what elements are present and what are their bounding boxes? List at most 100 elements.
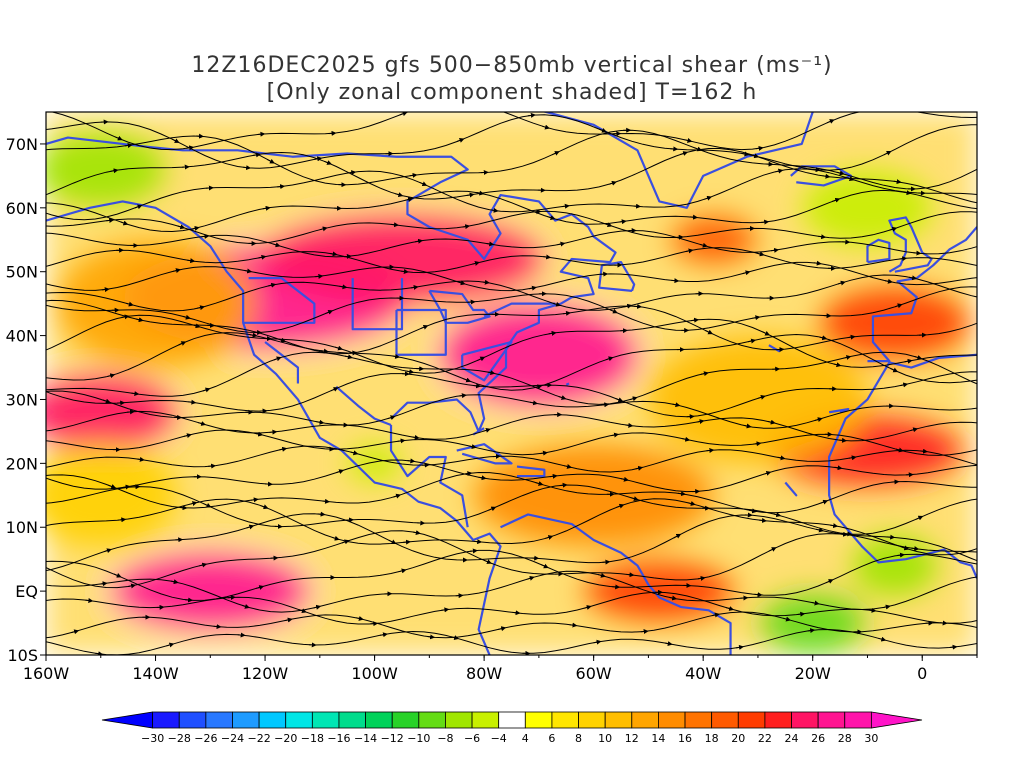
shear-blob-11 <box>648 335 868 464</box>
streamline-arrow <box>272 242 281 248</box>
streamline-arrow <box>469 548 478 554</box>
colorbar-label: −20 <box>274 732 297 745</box>
streamline-arrow <box>884 278 893 284</box>
colorbar-swatch <box>578 711 606 729</box>
colorbar-label: −22 <box>247 732 270 745</box>
streamline-arrow <box>629 396 638 402</box>
streamline-23 <box>46 247 977 274</box>
streamline-arrow <box>913 250 922 256</box>
streamline-arrow <box>177 224 186 230</box>
coastline-24 <box>461 340 513 382</box>
colorbar-arrow-left <box>101 711 154 729</box>
coastline-19 <box>335 385 392 427</box>
streamline-arrow <box>583 605 592 610</box>
streamline-6 <box>46 513 977 572</box>
streamline-arrow <box>335 345 343 351</box>
streamline-arrow <box>255 431 264 437</box>
streamline-arrow <box>329 251 338 257</box>
streamline-arrow <box>260 504 269 510</box>
streamline-arrow <box>279 446 288 452</box>
colorbar-swatch <box>817 711 846 729</box>
streamline-arrow <box>462 224 471 230</box>
streamline-arrow <box>749 508 758 514</box>
streamline-arrow <box>136 456 145 462</box>
streamline-arrow <box>706 447 715 453</box>
streamline-arrow <box>569 622 578 628</box>
y-tick-label: 70N <box>6 135 38 154</box>
streamline-arrow <box>392 353 401 359</box>
colorbar-label: 12 <box>625 732 639 745</box>
colorbar-label: 14 <box>651 732 665 745</box>
streamline-arrow <box>527 112 536 118</box>
streamline-arrow <box>919 448 928 454</box>
streamline-arrow <box>526 575 535 581</box>
shear-blob-9 <box>473 444 715 547</box>
streamline-arrow <box>741 151 750 157</box>
streamline-arrow <box>611 432 620 438</box>
coastline-17 <box>565 382 570 386</box>
streamline-arrow <box>618 219 627 225</box>
streamline-arrow <box>178 341 187 346</box>
coastline-20 <box>243 276 316 324</box>
streamline-arrow <box>547 215 556 221</box>
x-axis: 160W 140W 120W 100W 80W 60W 40W 20W 0 <box>23 655 978 683</box>
streamline-arrow <box>488 506 497 512</box>
streamline-arrow <box>530 400 539 406</box>
x-tick-label: 140W <box>132 664 179 683</box>
streamline-arrow <box>542 124 550 130</box>
colorbar-label: 18 <box>705 732 719 745</box>
colorbar-label: 4 <box>522 732 529 745</box>
streamline-arrow <box>107 373 116 379</box>
streamline-arrow <box>199 562 208 568</box>
colorbar-label: −16 <box>327 732 350 745</box>
streamline-arrow <box>320 348 329 354</box>
streamline-arrow <box>397 438 406 444</box>
colorbar-label: 22 <box>758 732 772 745</box>
y-tick-label: 60N <box>6 199 38 218</box>
coastline-2 <box>46 136 617 433</box>
streamline-arrow <box>202 387 211 393</box>
streamline-arrow <box>682 436 691 442</box>
streamline-arrow <box>106 217 115 223</box>
streamline-arrow <box>405 197 414 202</box>
coastline-11 <box>888 216 933 273</box>
streamline-arrow <box>833 362 842 368</box>
streamline-arrow <box>466 192 475 198</box>
colorbar-label: −28 <box>168 732 191 745</box>
colorbar-label: 20 <box>731 732 745 745</box>
streamline-arrow <box>677 491 686 497</box>
streamline-arrow <box>203 502 212 508</box>
streamline-arrow <box>552 301 561 307</box>
streamline-arrow <box>398 568 407 574</box>
streamline-arrow <box>878 636 887 642</box>
streamline-arrow <box>477 356 486 362</box>
streamline-11 <box>46 445 977 473</box>
streamline-arrow <box>696 419 705 425</box>
colorbar-swatch <box>205 711 233 729</box>
streamline-arrow <box>601 402 610 408</box>
colorbar-label: −24 <box>221 732 244 745</box>
streamline-arrow <box>458 393 467 399</box>
coastline-25 <box>483 302 556 318</box>
streamline-arrow <box>243 165 252 171</box>
streamline-arrow <box>602 559 611 565</box>
y-tick-label: 10S <box>7 646 38 665</box>
streamline-arrow <box>691 317 700 323</box>
streamline-arrow <box>266 158 275 164</box>
streamline-arrow <box>673 533 682 539</box>
colorbar-swatch <box>658 711 686 729</box>
streamline-arrow <box>393 493 402 499</box>
streamline-arrow <box>419 181 428 186</box>
streamline-arrow <box>895 447 904 453</box>
streamline-arrow <box>826 119 835 124</box>
streamline-arrow <box>559 482 568 488</box>
streamline-arrow <box>388 539 397 545</box>
shear-blob-4 <box>111 552 309 630</box>
streamline-arrow <box>915 515 924 521</box>
colorbar-swatch <box>498 711 526 729</box>
streamline-arrow <box>321 498 330 504</box>
streamline-13 <box>46 410 977 442</box>
streamline-arrow <box>110 168 119 174</box>
streamline-arrow <box>901 545 910 551</box>
